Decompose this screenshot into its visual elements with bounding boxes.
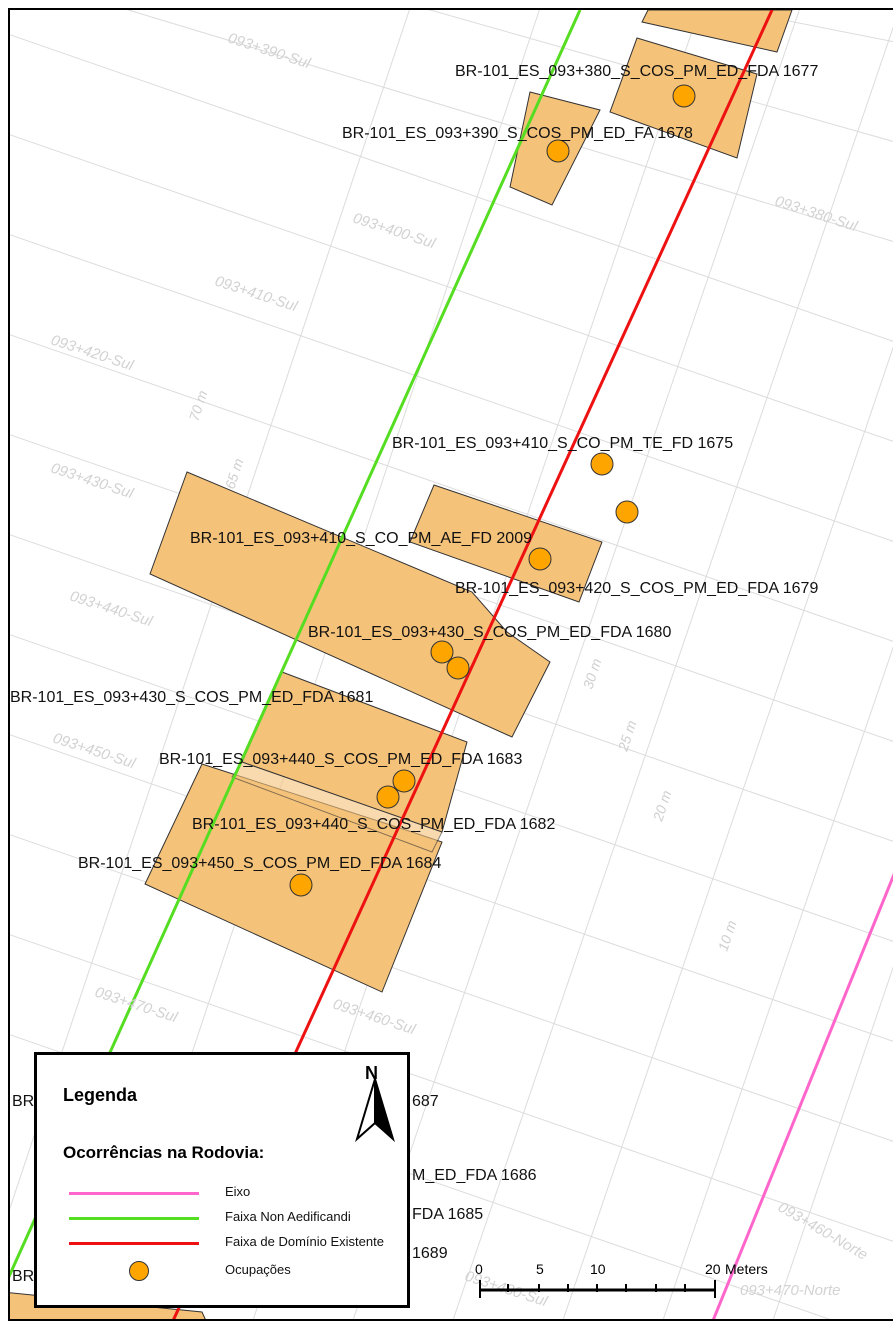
grid-line (10, 234, 893, 542)
occurrence-label: 687 (412, 1093, 439, 1110)
distance-label: 20 m (649, 788, 674, 824)
grid-line (662, 646, 893, 1319)
station-label: 093+400-Sul (351, 210, 438, 253)
occupancy-points[interactable] (289, 84, 696, 897)
grid-line (10, 10, 410, 1210)
occurrence-label: M_ED_FDA 1686 (412, 1167, 537, 1184)
occurrence-label: FDA 1685 (412, 1206, 483, 1223)
dominio-line-swatch (69, 1242, 199, 1245)
occupancy-point[interactable] (289, 873, 313, 897)
occupancy-point[interactable] (446, 656, 470, 680)
distance-label: 25 m (614, 718, 639, 754)
grid-line (772, 966, 893, 1319)
legend-item-non-aedificandi: Faixa Non Aedificandi (63, 1208, 383, 1228)
north-label: N (365, 1063, 378, 1083)
occurrence-label: BR (12, 1093, 34, 1110)
occurrence-label: BR-101_ES_093+420_S_COS_PM_ED_FDA 1679 (455, 580, 818, 597)
station-label: 093+460-Norte (775, 1199, 871, 1264)
occupancy-point[interactable] (528, 547, 552, 571)
grid-line (10, 34, 893, 342)
map-frame: 093+390-Sul 093+380-Sul 093+400-Sul 093+… (8, 8, 893, 1321)
station-label: 093+470-Sul (93, 984, 180, 1027)
occurrence-labels: BR-101_ES_093+380_S_COS_PM_ED_FDA 1677 B… (10, 63, 818, 1285)
legend-item-ocupacoes: Ocupações (63, 1261, 383, 1281)
parcel-2009 (409, 484, 603, 603)
legend-box: Legenda N Ocorrências na Rodovia: Eixo F… (34, 1052, 410, 1308)
eixo-line-swatch (69, 1192, 199, 1195)
occurrence-label: BR-101_ES_093+450_S_COS_PM_ED_FDA 1684 (78, 855, 441, 872)
grid-line (10, 334, 893, 642)
scale-bar: 0 5 10 20 Meters (475, 1261, 768, 1298)
scale-tick-0: 0 (475, 1261, 483, 1277)
occupancy-point[interactable] (672, 84, 696, 108)
legend-title: Legenda (63, 1085, 138, 1105)
scale-tick-10: 10 (590, 1261, 606, 1277)
station-label: 093+440-Sul (68, 588, 155, 631)
legend-label: Faixa de Domínio Existente (225, 1234, 384, 1249)
station-label: 093+410-Sul (213, 273, 300, 316)
scale-tick-20: 20 (705, 1261, 721, 1277)
occurrence-label: BR-101_ES_093+440_S_COS_PM_ED_FDA 1682 (192, 816, 555, 833)
occupancy-point[interactable] (546, 139, 570, 163)
legend-item-dominio: Faixa de Domínio Existente (63, 1233, 384, 1253)
station-label: 093+460-Sul (331, 996, 418, 1039)
eixo-line (712, 872, 893, 1319)
grid-line (352, 10, 800, 1319)
legend-subtitle: Ocorrências na Rodovia: (63, 1143, 265, 1162)
occurrence-label: BR-101_ES_093+410_S_CO_PM_TE_FD 1675 (392, 435, 733, 452)
station-label: 093+380-Sul (773, 193, 860, 236)
occurrence-label: BR-101_ES_093+390_S_COS_PM_ED_FA 1678 (342, 125, 693, 142)
distance-label: 10 m (715, 918, 740, 953)
station-label: 093+470-Norte (740, 1282, 841, 1299)
grid-line (562, 346, 893, 1319)
north-arrow-icon (355, 1078, 395, 1143)
grid-line (10, 134, 893, 442)
station-label: 093+430-Sul (49, 460, 136, 503)
occurrence-label: BR-101_ES_093+430_S_COS_PM_ED_FDA 1681 (10, 689, 373, 706)
occurrence-label: BR-101_ES_093+380_S_COS_PM_ED_FDA 1677 (455, 63, 818, 80)
grid-line (452, 26, 893, 1319)
occupancy-point[interactable] (590, 452, 614, 476)
legend-label: Faixa Non Aedificandi (225, 1209, 351, 1224)
occurrence-label: BR-101_ES_093+430_S_COS_PM_ED_FDA 1680 (308, 624, 671, 641)
non-aedificandi-line-swatch (69, 1217, 199, 1220)
occupancy-point[interactable] (615, 500, 639, 524)
occurrence-label: BR-101_ES_093+440_S_COS_PM_ED_FDA 1683 (159, 751, 522, 768)
distance-label: 65 m (222, 456, 247, 491)
legend-item-eixo: Eixo (63, 1183, 383, 1203)
ocupacao-point-swatch (129, 1261, 149, 1281)
scale-unit: Meters (725, 1261, 768, 1277)
grid-line (730, 10, 893, 43)
station-label: 093+390-Sul (226, 30, 313, 73)
legend-label: Ocupações (225, 1262, 291, 1277)
occurrence-label: 1689 (412, 1245, 448, 1262)
grid-line (126, 10, 893, 242)
distance-label: 70 m (186, 388, 211, 423)
occupancy-point[interactable] (376, 785, 400, 809)
parcel-1677 (641, 10, 793, 53)
occurrence-label: BR-101_ES_093+410_S_CO_PM_AE_FD 2009 (190, 530, 532, 547)
station-label: 093+450-Sul (51, 730, 138, 773)
legend-label: Eixo (225, 1184, 251, 1199)
occurrence-label: BR (12, 1268, 34, 1285)
grid-line (10, 934, 893, 1242)
distance-label: 30 m (580, 656, 605, 691)
scale-tick-5: 5 (536, 1261, 544, 1277)
occupancy-point[interactable] (430, 640, 454, 664)
grid-line (10, 734, 893, 1042)
occupancy-point[interactable] (392, 769, 416, 793)
